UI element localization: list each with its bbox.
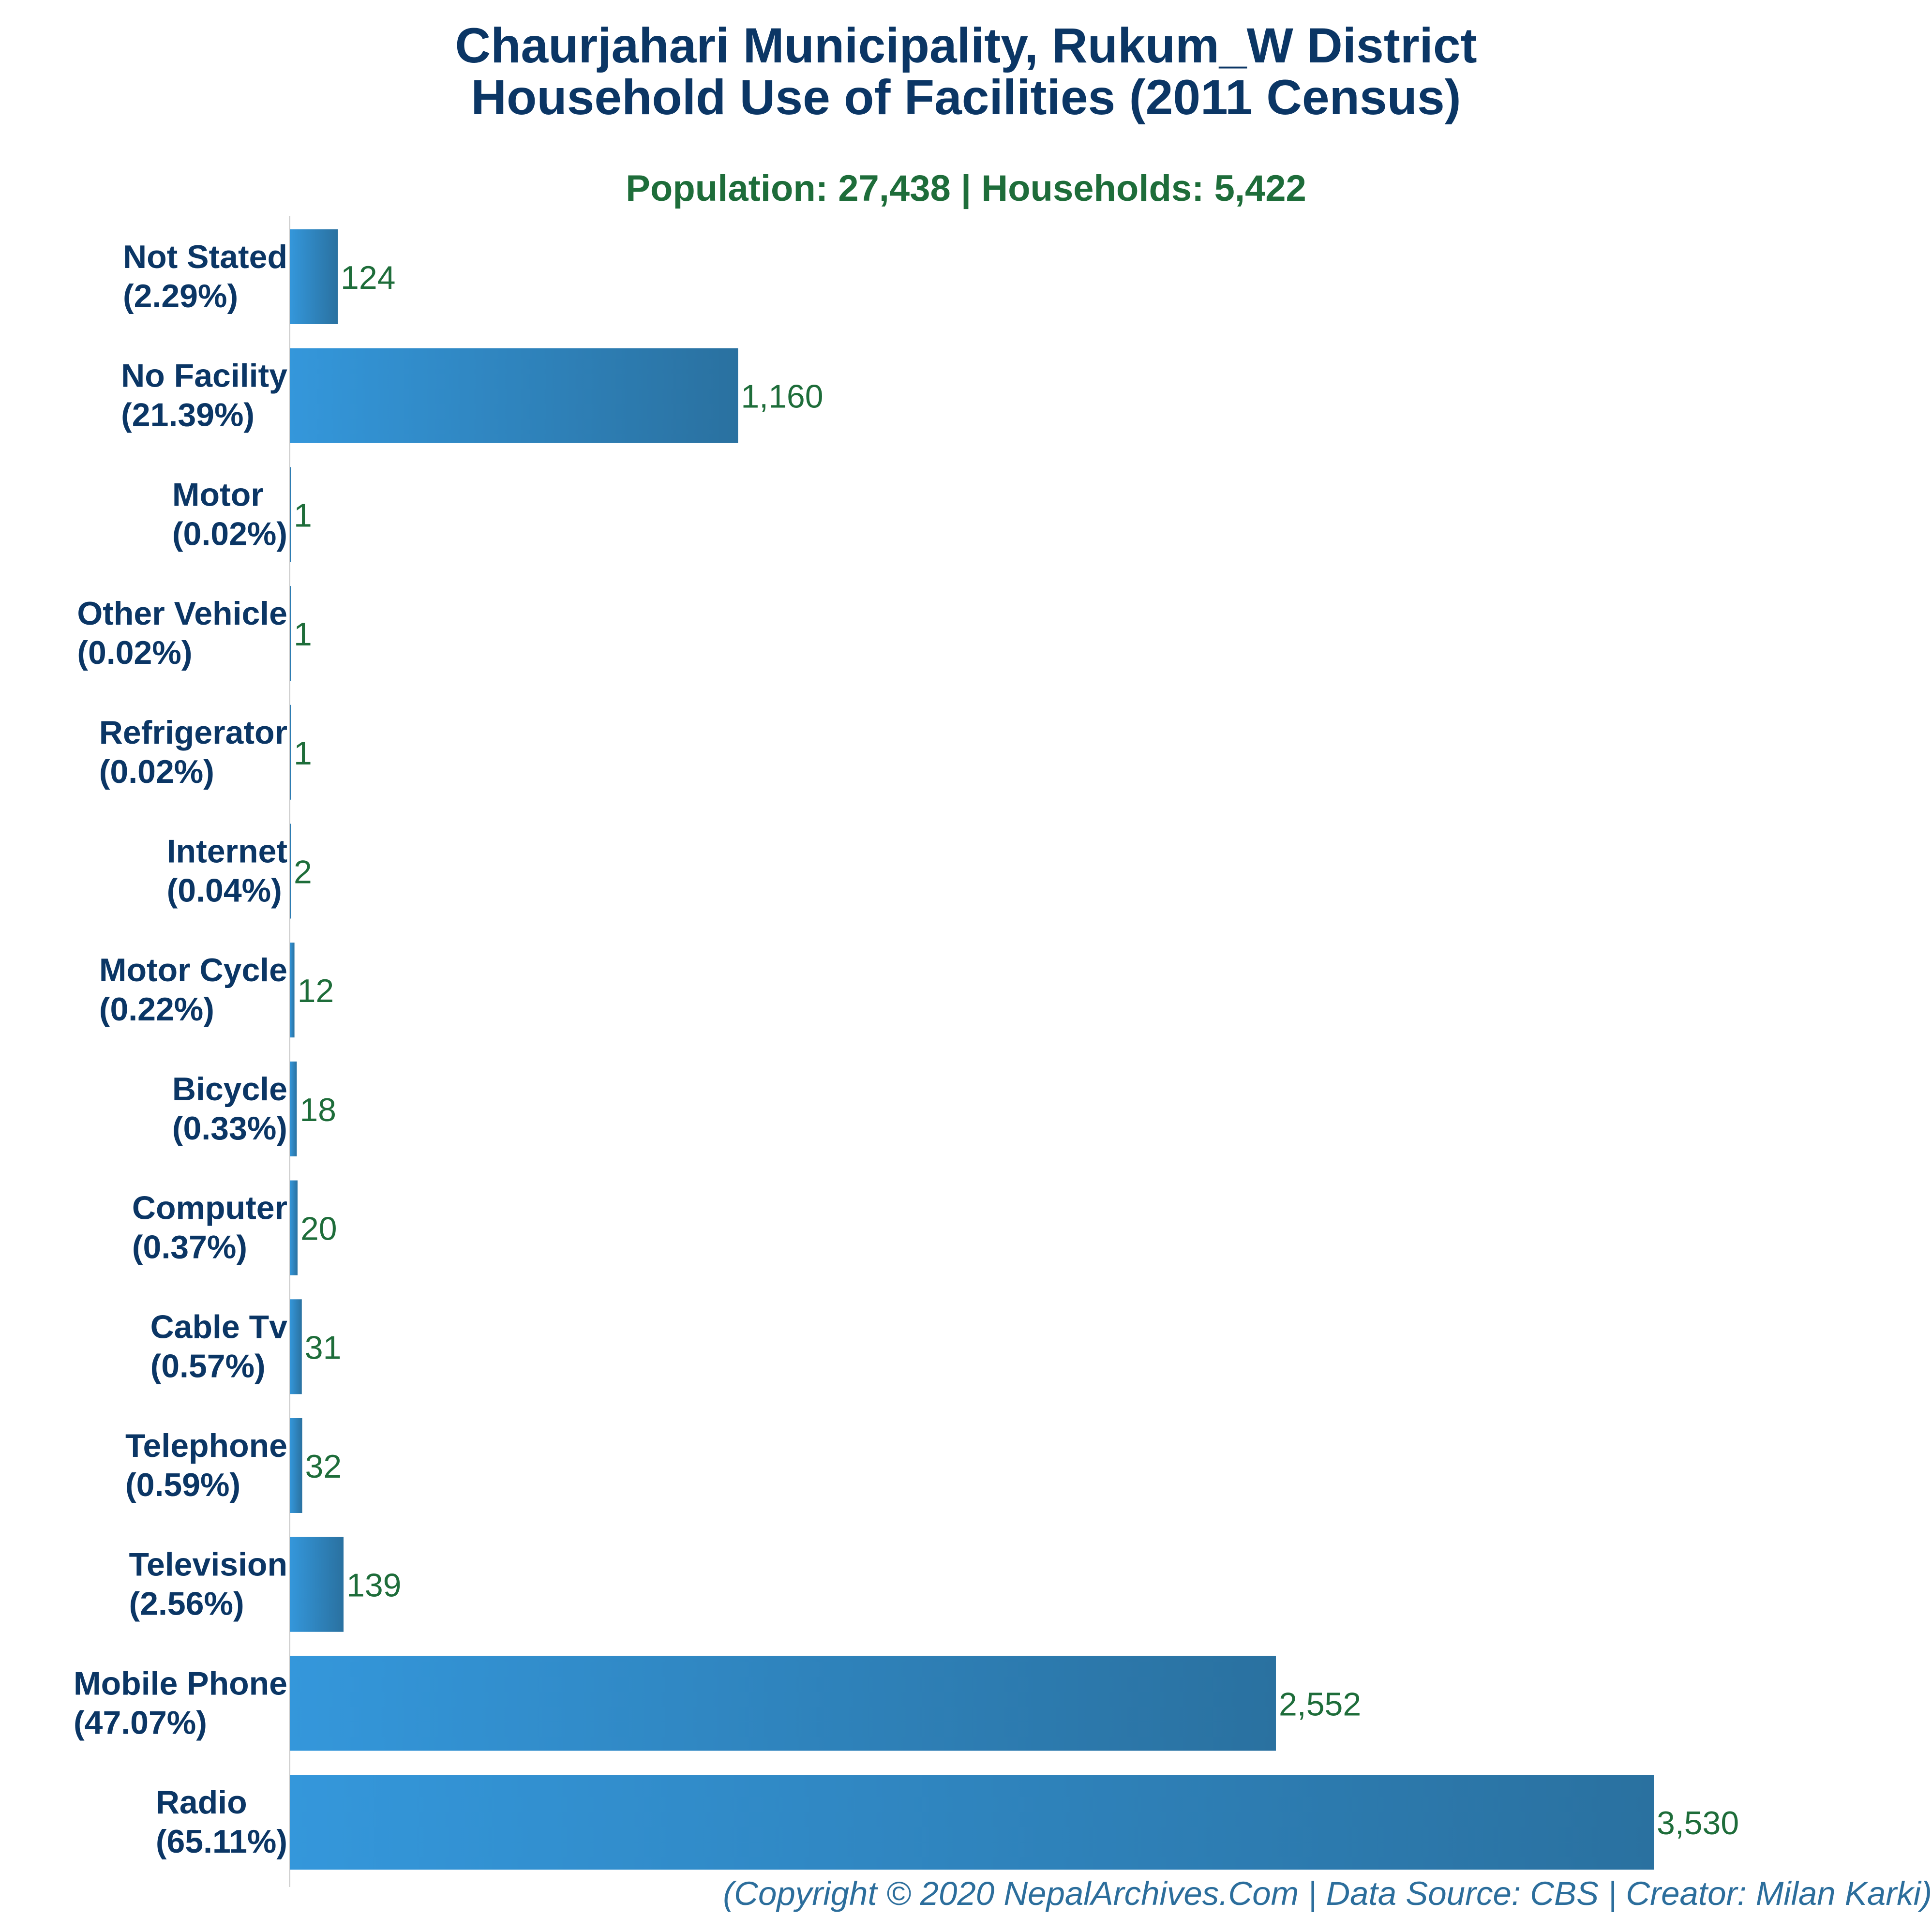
- category-percent: (0.02%): [99, 753, 214, 790]
- category-percent: (0.04%): [167, 872, 282, 909]
- category-percent: (0.37%): [132, 1229, 247, 1266]
- category-name: Motor: [172, 476, 264, 513]
- bar-computer: [290, 1180, 298, 1275]
- category-percent: (0.02%): [77, 634, 192, 671]
- bar-telephone: [290, 1418, 302, 1513]
- category-label: Internet (0.04%): [167, 833, 287, 909]
- category-percent: (0.22%): [99, 991, 214, 1028]
- category-percent: (21.39%): [121, 397, 255, 434]
- category-percent: (2.56%): [129, 1586, 244, 1622]
- category-percent: (47.07%): [74, 1704, 207, 1741]
- category-percent: (0.02%): [172, 515, 287, 552]
- category-name: Computer: [132, 1190, 287, 1227]
- category-label: Telephone (0.59%): [125, 1427, 287, 1503]
- value-label: 3,530: [1657, 1805, 1739, 1842]
- bar-refrigerator: [290, 704, 291, 800]
- category-name: Mobile Phone: [74, 1665, 287, 1702]
- category-name: Telephone: [125, 1427, 287, 1464]
- category-label: Refrigerator (0.02%): [99, 714, 287, 790]
- value-label: 20: [300, 1211, 337, 1247]
- value-label: 32: [305, 1448, 342, 1485]
- value-label: 2,552: [1279, 1686, 1361, 1722]
- category-percent: (65.11%): [156, 1823, 287, 1860]
- category-name: Radio: [156, 1784, 247, 1821]
- copyright-footer: (Copyright © 2020 NepalArchives.Com | Da…: [723, 1875, 1932, 1912]
- category-name: Television: [129, 1546, 287, 1583]
- category-name: Motor Cycle: [99, 952, 287, 988]
- category-percent: (0.33%): [172, 1110, 287, 1147]
- value-label: 31: [305, 1329, 342, 1366]
- bar-cable-tv: [290, 1299, 302, 1394]
- bar-motor-cycle: [290, 943, 295, 1038]
- category-label: Cable Tv (0.57%): [150, 1308, 288, 1384]
- category-name: Refrigerator: [99, 714, 287, 751]
- category-label: Motor (0.02%): [172, 476, 287, 552]
- bar-mobile-phone: [290, 1656, 1276, 1751]
- category-name: Internet: [167, 833, 287, 870]
- bar-radio: [290, 1775, 1654, 1870]
- chart-title-line-1: Chaurjahari Municipality, Rukum_W Distri…: [455, 18, 1477, 73]
- category-label: No Facility (21.39%): [121, 358, 287, 434]
- bar-other-vehicle: [290, 586, 291, 681]
- category-name: Not Stated: [123, 239, 287, 275]
- category-name: Bicycle: [172, 1071, 287, 1108]
- category-percent: (0.57%): [150, 1348, 266, 1384]
- value-label: 18: [300, 1092, 336, 1128]
- category-label: Other Vehicle (0.02%): [77, 595, 287, 671]
- category-label: Bicycle (0.33%): [172, 1071, 287, 1147]
- category-percent: (2.29%): [123, 278, 238, 315]
- bar-not-stated: [290, 229, 338, 324]
- value-label: 1: [294, 497, 312, 534]
- bar-bicycle: [290, 1061, 297, 1156]
- value-label: 139: [346, 1567, 401, 1604]
- value-label: 12: [298, 973, 334, 1009]
- category-name: No Facility: [121, 358, 287, 394]
- chart-subtitle: Population: 27,438 | Households: 5,422: [626, 168, 1306, 209]
- bar-no-facility: [290, 348, 738, 443]
- category-label: Television (2.56%): [129, 1546, 287, 1622]
- category-name: Other Vehicle: [77, 595, 287, 632]
- value-label: 1: [294, 735, 312, 772]
- value-label: 2: [294, 854, 312, 891]
- category-percent: (0.59%): [125, 1467, 240, 1503]
- value-label: 124: [341, 259, 395, 296]
- category-label: Motor Cycle (0.22%): [99, 952, 287, 1028]
- category-label: Not Stated (2.29%): [123, 239, 287, 315]
- bar-motor: [290, 467, 291, 562]
- value-label: 1: [294, 616, 312, 653]
- category-label: Computer (0.37%): [132, 1190, 287, 1266]
- value-label: 1,160: [741, 378, 823, 415]
- bar-television: [290, 1537, 344, 1632]
- bar-internet: [290, 824, 291, 919]
- category-label: Mobile Phone (47.07%): [74, 1665, 287, 1741]
- category-name: Cable Tv: [150, 1308, 288, 1345]
- chart-title-line-2: Household Use of Facilities (2011 Census…: [471, 70, 1461, 125]
- category-label: Radio (65.11%): [156, 1784, 287, 1860]
